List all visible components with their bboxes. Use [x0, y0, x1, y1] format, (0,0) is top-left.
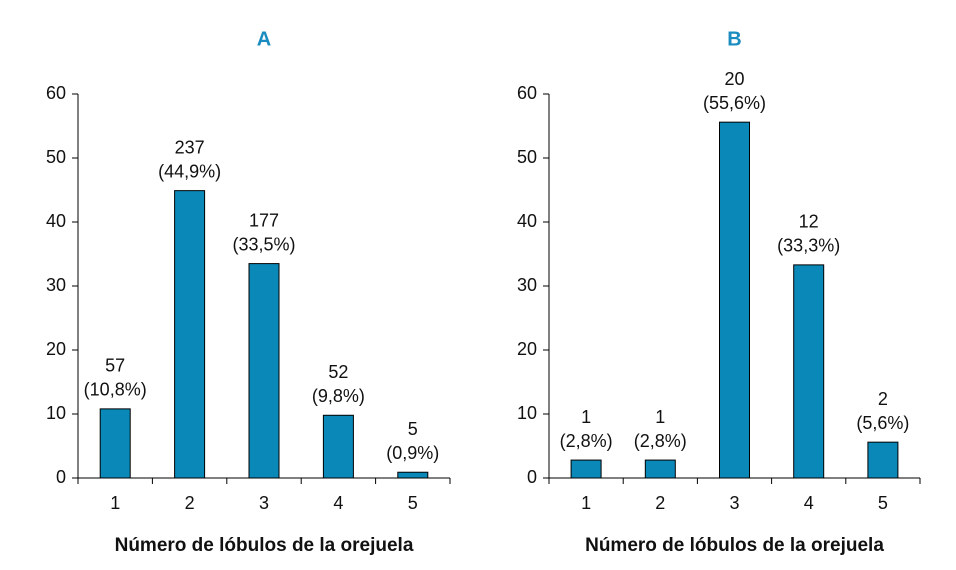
x-tick-label: 2	[655, 493, 665, 513]
count-label: 57	[105, 356, 125, 376]
y-tick-label: 10	[46, 403, 66, 423]
bar	[397, 471, 429, 479]
y-tick-label: 40	[46, 211, 66, 231]
value-label: (0,9%)	[386, 443, 439, 463]
value-label: (44,9%)	[158, 161, 221, 181]
count-label: 237	[175, 137, 205, 157]
bar	[174, 190, 206, 479]
count-label: 12	[799, 212, 819, 232]
value-label: (5,6%)	[856, 413, 909, 433]
y-tick-label: 30	[517, 275, 537, 295]
count-label: 20	[724, 69, 744, 89]
x-axis-label: Número de lóbulos de la orejuela	[585, 535, 884, 556]
x-tick-label: 1	[581, 493, 591, 513]
y-tick-label: 60	[46, 83, 66, 103]
y-tick-label: 50	[517, 147, 537, 167]
y-tick-label: 10	[517, 403, 537, 423]
y-tick-label: 0	[527, 467, 537, 487]
y-tick-label: 0	[56, 467, 66, 487]
count-label: 1	[581, 407, 591, 427]
value-label: (33,5%)	[232, 234, 295, 254]
count-label: 5	[408, 419, 418, 439]
value-label: (2,8%)	[634, 431, 687, 451]
chart-title: A	[257, 28, 271, 50]
bar	[793, 264, 825, 479]
x-tick-label: 5	[408, 493, 418, 513]
bar	[719, 121, 750, 479]
value-label: (33,3%)	[777, 236, 840, 256]
y-tick-label: 30	[46, 275, 66, 295]
value-label: (55,6%)	[703, 93, 766, 113]
y-tick-label: 20	[517, 339, 537, 359]
x-axis-label: Número de lóbulos de la orejuela	[115, 535, 414, 556]
count-label: 1	[655, 407, 665, 427]
x-tick-label: 1	[110, 493, 120, 513]
y-tick-label: 40	[517, 211, 537, 231]
bar	[248, 263, 280, 479]
y-tick-label: 60	[517, 83, 537, 103]
bar	[322, 414, 354, 479]
x-tick-label: 3	[729, 493, 739, 513]
count-label: 2	[878, 389, 888, 409]
x-tick-label: 4	[333, 493, 343, 513]
y-tick-label: 20	[46, 339, 66, 359]
bar	[644, 459, 676, 479]
chart-title: B	[727, 28, 741, 50]
value-label: (9,8%)	[312, 386, 365, 406]
bar	[867, 441, 899, 479]
x-tick-label: 4	[804, 493, 814, 513]
count-label: 52	[328, 362, 348, 382]
y-tick-label: 50	[46, 147, 66, 167]
value-label: (2,8%)	[560, 431, 613, 451]
x-tick-label: 2	[185, 493, 195, 513]
x-tick-label: 5	[878, 493, 888, 513]
value-label: (10,8%)	[84, 380, 147, 400]
bar	[570, 459, 602, 479]
bar	[99, 408, 131, 479]
count-label: 177	[249, 210, 279, 230]
x-tick-label: 3	[259, 493, 269, 513]
